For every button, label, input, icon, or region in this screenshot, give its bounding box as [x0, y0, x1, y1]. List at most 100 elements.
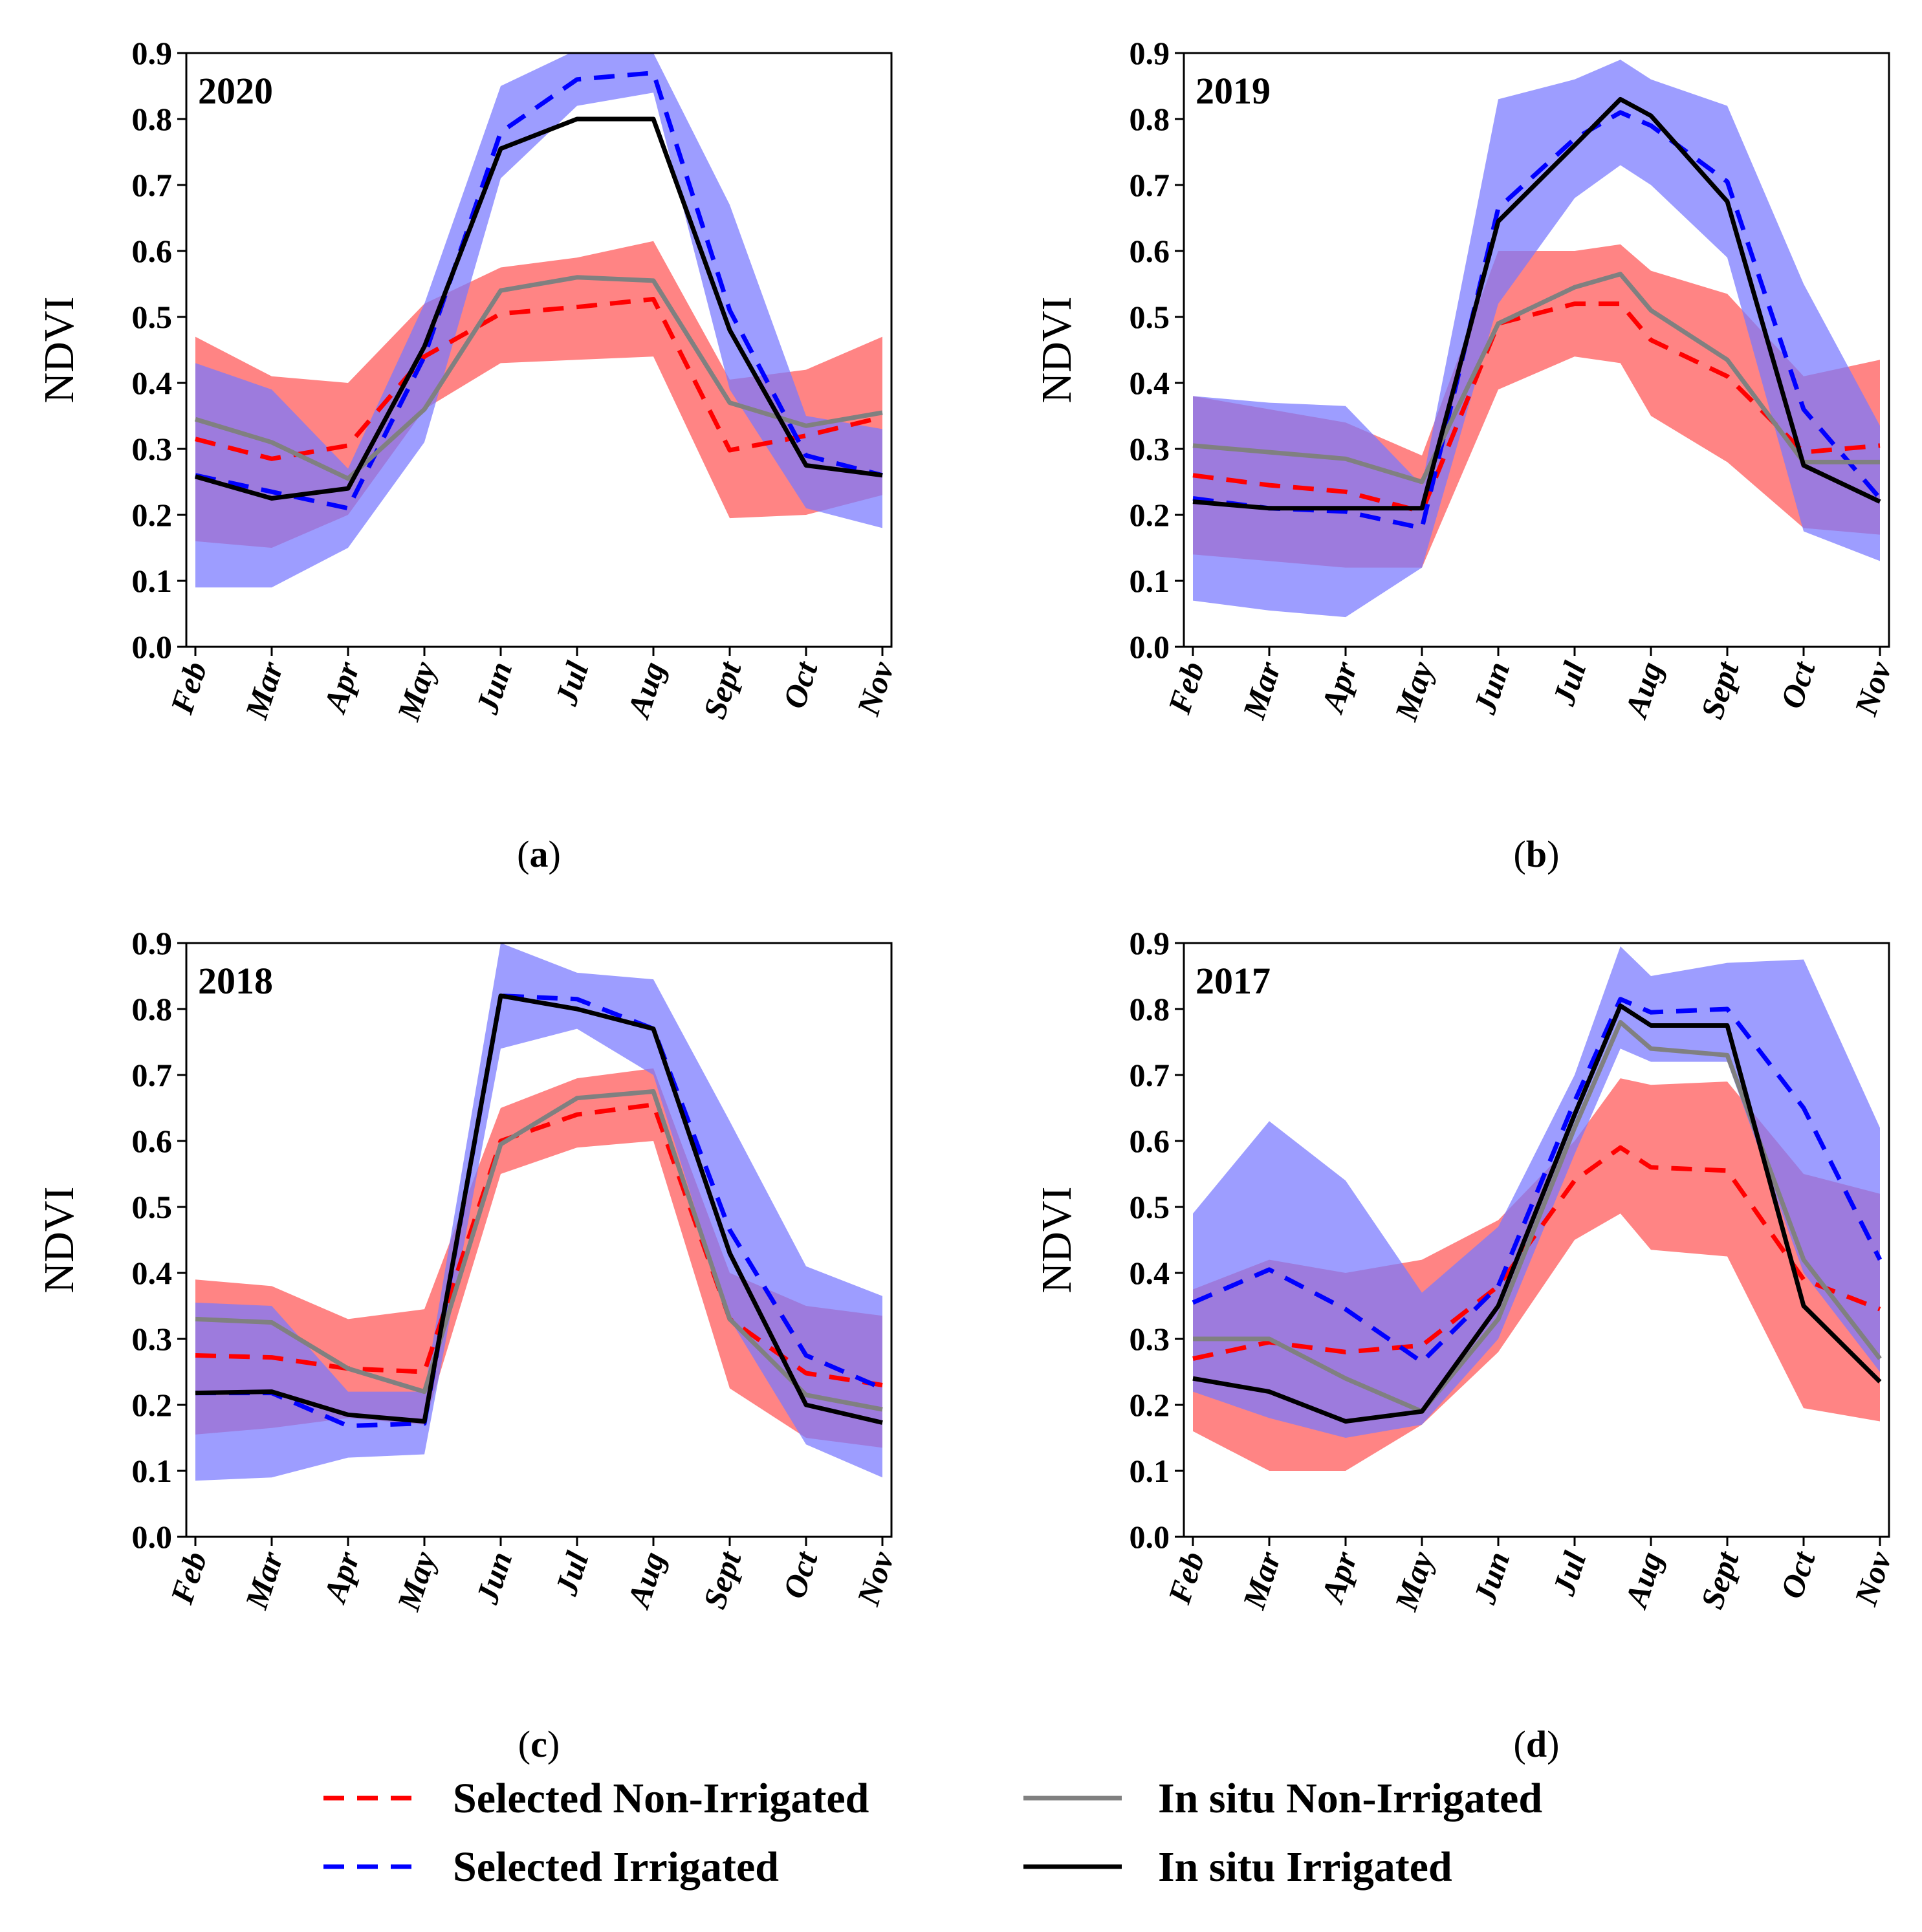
series-line-selected-irrigated	[195, 71, 883, 511]
panel-label-open: (	[517, 833, 529, 875]
series-line-in-situ-non-irrigated	[194, 275, 883, 481]
y-tick-label: 0.7	[132, 167, 173, 203]
plot-area	[1192, 60, 1882, 618]
y-tick-label: 0.2	[132, 1387, 173, 1423]
y-tick-label: 0.1	[132, 563, 173, 599]
x-tick-label: Aug	[1617, 657, 1670, 723]
x-tick-label: May	[1388, 1547, 1441, 1615]
x-tick-label: Aug	[1617, 1547, 1670, 1613]
panel-label-open: (	[1514, 833, 1526, 875]
panel-label: (b)	[1514, 833, 1560, 875]
x-tick-label: Mar	[237, 1547, 290, 1614]
y-axis-label: NDVI	[1033, 297, 1080, 404]
series-line-in-situ-irrigated	[195, 993, 883, 1425]
panel-label-letter: a	[530, 833, 549, 875]
x-tick-label: May	[1388, 657, 1441, 725]
non-irrigated-band	[195, 1068, 882, 1448]
series-line-selected-non-irrigated	[1192, 301, 1881, 514]
panel-label-close: )	[1547, 833, 1559, 875]
x-tick-label: Nov	[849, 657, 901, 720]
y-tick-label: 0.9	[1130, 35, 1170, 71]
y-tick-label: 0.5	[1130, 1189, 1170, 1225]
y-tick-label: 0.9	[132, 35, 173, 71]
x-tick-label: Apr	[1313, 1547, 1364, 1609]
x-tick-label: Feb	[1161, 1547, 1211, 1609]
y-tick-label: 0.9	[132, 925, 173, 961]
y-tick-label: 0.6	[132, 1123, 173, 1159]
y-tick-label: 0.1	[1130, 1453, 1170, 1489]
panel-label: (c)	[518, 1723, 560, 1765]
y-axis-label: NDVI	[36, 1187, 83, 1294]
x-tick-label: Nov	[1847, 657, 1899, 720]
panel-label-close: )	[1547, 1723, 1559, 1765]
x-tick-label: Jul	[547, 657, 595, 710]
series-line-in-situ-non-irrigated	[195, 1089, 883, 1412]
y-tick-label: 0.2	[1130, 1387, 1170, 1423]
x-tick-label: Feb	[163, 1547, 213, 1609]
y-tick-label: 0.3	[1130, 431, 1170, 467]
legend-label: Selected Irrigated	[453, 1843, 779, 1891]
y-tick-label: 0.1	[1130, 563, 1170, 599]
series-line-selected-irrigated	[195, 993, 884, 1429]
legend-label: In situ Irrigated	[1158, 1843, 1452, 1891]
y-tick-label: 0.7	[1130, 1057, 1170, 1093]
panel-label-open: (	[1514, 1723, 1526, 1765]
y-tick-label: 0.2	[132, 497, 173, 533]
panel-label-letter: b	[1526, 833, 1547, 875]
y-tick-label: 0.0	[1130, 1519, 1170, 1555]
x-tick-label: Aug	[620, 657, 672, 723]
y-tick-label: 0.5	[132, 299, 173, 335]
series-line-in-situ-irrigated	[1192, 96, 1881, 511]
y-tick-label: 0.8	[1130, 991, 1170, 1027]
x-tick-label: Jul	[1545, 657, 1593, 710]
x-tick-label: Mar	[1235, 657, 1287, 724]
series-line-in-situ-non-irrigated	[1192, 272, 1880, 484]
panel-label-letter: c	[530, 1723, 547, 1765]
y-tick-label: 0.7	[1130, 167, 1170, 203]
year-label: 2017	[1196, 960, 1271, 1002]
y-tick-label: 0.7	[132, 1057, 173, 1093]
x-tick-label: Sept	[1694, 1546, 1746, 1613]
x-tick-label: Sept	[696, 1546, 748, 1613]
series-line-in-situ-irrigated	[195, 116, 883, 501]
x-tick-label: Apr	[1313, 657, 1364, 719]
panel-label: (d)	[1514, 1723, 1560, 1765]
chart-panel-c: 0.0 0.1 0.2 0.3 0.4 0.5 0.6 0.7 0.8 0.9 Feb Mar Apr M…	[36, 925, 901, 1765]
y-tick-label: 0.3	[1130, 1321, 1170, 1357]
y-tick-label: 0.3	[132, 1321, 173, 1357]
chart-panel-d: 0.0 0.1 0.2 0.3 0.4 0.5 0.6 0.7 0.8 0.9 Feb Mar Apr M…	[1033, 925, 1899, 1765]
x-tick-label: May	[390, 657, 443, 725]
y-tick-label: 0.4	[132, 1255, 173, 1291]
x-tick-label: Jun	[468, 657, 519, 719]
irrigated-band	[195, 943, 882, 1481]
x-tick-label: Apr	[316, 1547, 366, 1609]
x-tick-label: Oct	[1773, 1546, 1822, 1603]
x-tick-label: Jun	[468, 1547, 519, 1609]
panel-label-open: (	[518, 1723, 530, 1765]
year-label: 2019	[1196, 70, 1271, 112]
x-tick-label: Feb	[1161, 657, 1211, 719]
series-line-selected-non-irrigated	[195, 1102, 883, 1387]
y-tick-label: 0.8	[132, 101, 173, 137]
y-tick-label: 0.4	[1130, 365, 1170, 401]
x-tick-label: Oct	[776, 1546, 825, 1603]
x-tick-label: Jun	[1466, 657, 1516, 719]
y-tick-label: 0.0	[1130, 629, 1170, 665]
x-tick-label: Jun	[1466, 1547, 1516, 1609]
panel-label-close: )	[549, 833, 561, 875]
x-tick-label: Jul	[1545, 1547, 1593, 1600]
irrigated-band	[1193, 60, 1880, 618]
y-tick-label: 0.4	[132, 365, 173, 401]
plot-area	[1192, 946, 1883, 1471]
x-tick-label: May	[390, 1547, 443, 1615]
y-tick-label: 0.0	[132, 1519, 173, 1555]
y-tick-label: 0.3	[132, 431, 173, 467]
y-tick-label: 0.5	[132, 1189, 173, 1225]
legend: Selected Non-Irrigated Selected Irrigated…	[323, 1775, 1542, 1891]
y-tick-label: 0.6	[1130, 1123, 1170, 1159]
y-tick-label: 0.4	[1130, 1255, 1170, 1291]
series-line-selected-irrigated	[1192, 110, 1882, 530]
series-line-selected-non-irrigated	[195, 297, 883, 461]
x-tick-label: Oct	[1773, 656, 1822, 713]
